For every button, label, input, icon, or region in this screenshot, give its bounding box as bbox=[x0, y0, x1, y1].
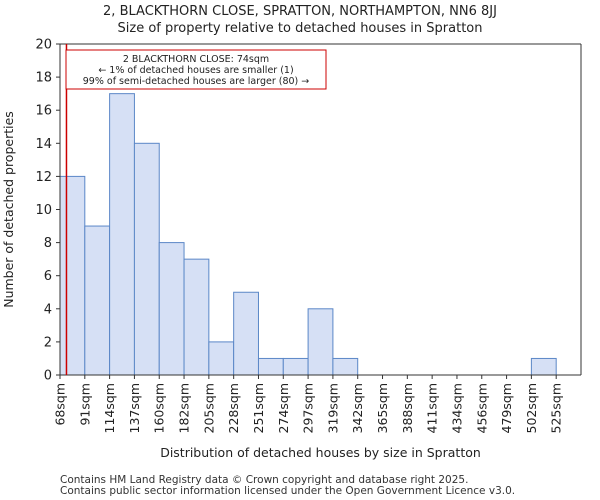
bar-251sqm bbox=[257, 357, 284, 376]
x-tick-label-479sqm: 479sqm bbox=[499, 383, 514, 433]
x-tick-label-68sqm: 68sqm bbox=[53, 383, 68, 426]
y-tick-label-0: 0 bbox=[44, 369, 52, 384]
footer-licence: Contains public sector information licen… bbox=[60, 485, 516, 497]
x-tick-label-319sqm: 319sqm bbox=[325, 383, 340, 433]
x-tick-label-525sqm: 525sqm bbox=[549, 383, 564, 433]
x-tick-label-456sqm: 456sqm bbox=[474, 383, 489, 433]
y-tick-label-14: 14 bbox=[35, 137, 52, 152]
bar-114sqm bbox=[109, 93, 135, 376]
bar-160sqm bbox=[158, 242, 185, 376]
bar-137sqm bbox=[133, 142, 160, 376]
y-axis-label: Number of detached properties bbox=[1, 111, 16, 308]
x-tick-label-228sqm: 228sqm bbox=[226, 383, 241, 433]
y-tick-label-6: 6 bbox=[44, 269, 52, 284]
x-tick-label-251sqm: 251sqm bbox=[251, 383, 266, 433]
annotation-line-2: ← 1% of detached houses are smaller (1) bbox=[98, 65, 293, 76]
y-tick-label-4: 4 bbox=[44, 302, 52, 317]
y-tick-label-12: 12 bbox=[35, 170, 52, 185]
x-tick-label-114sqm: 114sqm bbox=[102, 383, 117, 433]
x-tick-label-388sqm: 388sqm bbox=[400, 383, 415, 433]
x-tick-label-297sqm: 297sqm bbox=[301, 383, 316, 433]
y-tick-label-10: 10 bbox=[35, 203, 52, 218]
y-tick-label-2: 2 bbox=[44, 335, 52, 350]
x-tick-label-342sqm: 342sqm bbox=[350, 383, 365, 433]
chart-title: 2, BLACKTHORN CLOSE, SPRATTON, NORTHAMPT… bbox=[103, 4, 497, 19]
y-tick-label-18: 18 bbox=[35, 71, 52, 86]
x-tick-label-434sqm: 434sqm bbox=[449, 383, 464, 433]
x-tick-label-137sqm: 137sqm bbox=[127, 383, 142, 433]
y-tick-label-20: 20 bbox=[35, 38, 52, 53]
annotation-line-3: 99% of semi-detached houses are larger (… bbox=[83, 76, 310, 87]
bar-274sqm bbox=[282, 357, 309, 376]
bar-91sqm bbox=[84, 225, 111, 376]
x-tick-label-182sqm: 182sqm bbox=[177, 383, 192, 433]
footer-copyright: Contains HM Land Registry data © Crown c… bbox=[60, 474, 469, 486]
y-tick-label-16: 16 bbox=[35, 104, 52, 119]
bar-319sqm bbox=[332, 357, 359, 376]
x-tick-label-91sqm: 91sqm bbox=[77, 383, 92, 426]
y-tick-label-8: 8 bbox=[44, 236, 52, 251]
bar-297sqm bbox=[307, 308, 334, 376]
chart-subtitle: Size of property relative to detached ho… bbox=[117, 21, 483, 36]
x-tick-label-411sqm: 411sqm bbox=[425, 383, 440, 433]
x-axis-label: Distribution of detached houses by size … bbox=[160, 445, 481, 460]
bar-182sqm bbox=[183, 258, 210, 376]
x-tick-label-365sqm: 365sqm bbox=[375, 383, 390, 433]
x-tick-label-205sqm: 205sqm bbox=[201, 383, 216, 433]
x-tick-label-160sqm: 160sqm bbox=[152, 383, 167, 433]
bar-502sqm bbox=[530, 357, 557, 376]
x-tick-label-274sqm: 274sqm bbox=[276, 383, 291, 433]
annotation-box bbox=[65, 49, 327, 90]
annotation-line-1: 2 BLACKTHORN CLOSE: 74sqm bbox=[123, 54, 269, 65]
x-tick-label-502sqm: 502sqm bbox=[524, 383, 539, 433]
bar-228sqm bbox=[233, 291, 259, 376]
bar-68sqm bbox=[59, 175, 86, 376]
bar-205sqm bbox=[208, 341, 235, 376]
